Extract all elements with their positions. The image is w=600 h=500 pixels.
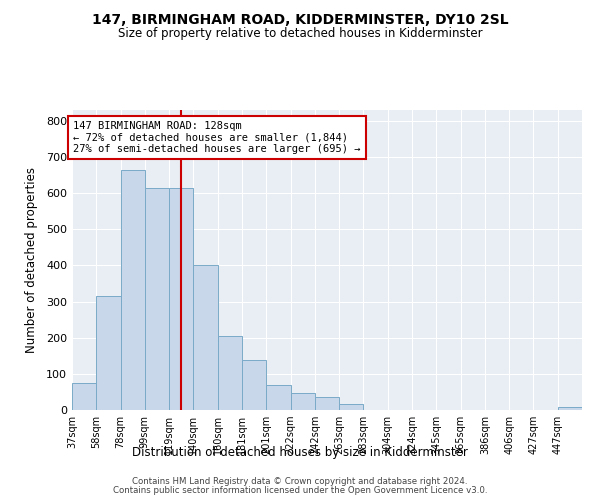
- Text: 147 BIRMINGHAM ROAD: 128sqm
← 72% of detached houses are smaller (1,844)
27% of : 147 BIRMINGHAM ROAD: 128sqm ← 72% of det…: [73, 121, 361, 154]
- Text: Contains HM Land Registry data © Crown copyright and database right 2024.: Contains HM Land Registry data © Crown c…: [132, 477, 468, 486]
- Bar: [339, 404, 364, 410]
- Bar: [169, 188, 193, 410]
- Bar: [121, 170, 145, 410]
- Text: 147, BIRMINGHAM ROAD, KIDDERMINSTER, DY10 2SL: 147, BIRMINGHAM ROAD, KIDDERMINSTER, DY1…: [92, 12, 508, 26]
- Y-axis label: Number of detached properties: Number of detached properties: [25, 167, 38, 353]
- Bar: [145, 188, 169, 410]
- Bar: [218, 336, 242, 410]
- Bar: [72, 383, 96, 410]
- Bar: [315, 398, 339, 410]
- Bar: [193, 266, 218, 410]
- Bar: [558, 407, 582, 410]
- Text: Contains public sector information licensed under the Open Government Licence v3: Contains public sector information licen…: [113, 486, 487, 495]
- Bar: [266, 386, 290, 410]
- Bar: [96, 296, 121, 410]
- Bar: [242, 360, 266, 410]
- Bar: [290, 393, 315, 410]
- Text: Distribution of detached houses by size in Kidderminster: Distribution of detached houses by size …: [132, 446, 468, 459]
- Text: Size of property relative to detached houses in Kidderminster: Size of property relative to detached ho…: [118, 28, 482, 40]
